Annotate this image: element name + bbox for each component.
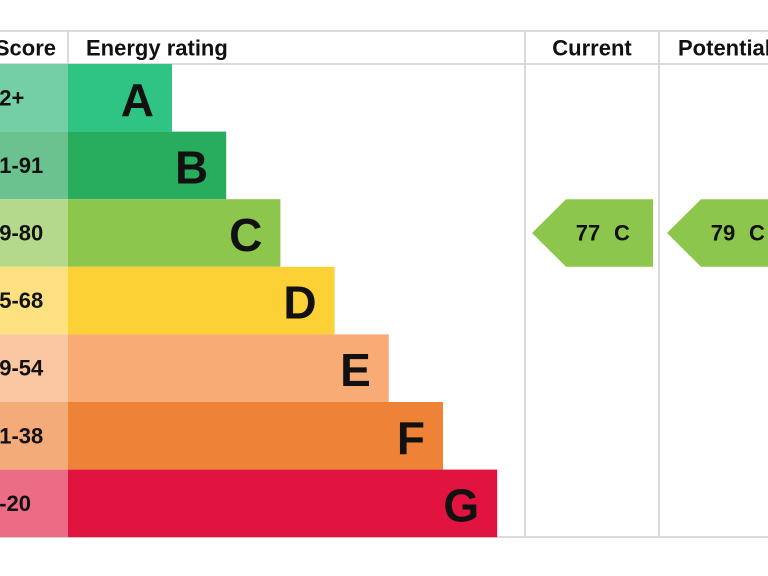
current-arrow (532, 199, 653, 267)
rating-letter: B (175, 141, 208, 193)
score-cell (0, 469, 68, 538)
potential-arrow (667, 199, 768, 267)
current-letter: C (614, 221, 630, 246)
score-range: 92+ (0, 85, 24, 110)
potential-letter: C (749, 221, 765, 246)
rating-bar (68, 199, 281, 267)
score-range: 55-68 (0, 288, 43, 313)
rating-bar (68, 402, 443, 470)
score-cell (0, 266, 68, 335)
score-range: 1-20 (0, 491, 31, 516)
rating-bar (68, 131, 227, 200)
rating-bar (68, 469, 498, 538)
rating-letter: A (121, 74, 154, 126)
score-cell (0, 402, 68, 470)
header-score: Score (0, 36, 56, 61)
rating-letter: G (443, 479, 479, 531)
score-range: 21-38 (0, 423, 43, 448)
rating-bar (68, 266, 335, 335)
score-range: 39-54 (0, 356, 44, 381)
current-value: 77 (576, 221, 600, 246)
score-cell (0, 131, 68, 200)
header-rating: Energy rating (86, 36, 228, 61)
rating-bar (68, 64, 172, 132)
score-range: 81-91 (0, 153, 43, 178)
rating-letter: F (397, 412, 425, 464)
rating-letter: E (340, 344, 371, 396)
rating-letter: C (229, 209, 262, 261)
rating-bar (68, 334, 389, 402)
score-range: 69-80 (0, 221, 43, 246)
header-current: Current (552, 36, 632, 61)
rating-letter: D (283, 277, 316, 329)
score-cell (0, 199, 68, 267)
header-potential: Potential (678, 36, 768, 61)
score-cell (0, 64, 68, 132)
score-cell (0, 334, 68, 402)
potential-value: 79 (711, 221, 735, 246)
